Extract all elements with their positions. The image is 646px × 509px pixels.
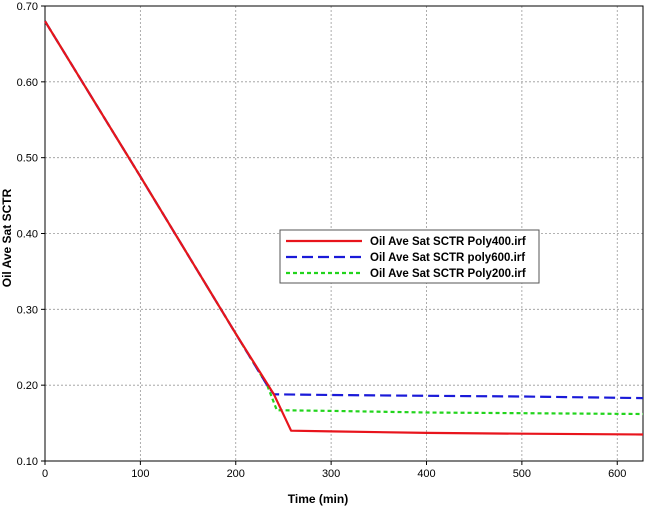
- y-tick-label: 0.50: [17, 153, 38, 165]
- x-tick-label: 600: [608, 468, 626, 480]
- x-tick-label: 0: [42, 468, 48, 480]
- y-tick-label: 0.30: [17, 304, 38, 316]
- legend: Oil Ave Sat SCTR Poly400.irf Oil Ave Sat …: [279, 229, 540, 284]
- x-tick-label: 300: [322, 468, 340, 480]
- x-tick-label: 500: [513, 468, 531, 480]
- x-tick-label: 400: [417, 468, 435, 480]
- y-tick-label: 0.10: [17, 456, 38, 468]
- y-tick-label: 0.40: [17, 229, 38, 241]
- x-tick-label: 200: [227, 468, 245, 480]
- y-tick-label: 0.60: [17, 77, 38, 89]
- y-axis-title: Oil Ave Sat SCTR: [0, 188, 14, 287]
- x-tick-label: 100: [131, 468, 149, 480]
- y-axis: 0.10 0.20 0.30 0.40 0.50 0.60 0.70: [17, 1, 45, 468]
- y-tick-label: 0.20: [17, 380, 38, 392]
- series-layer: [44, 20, 644, 436]
- series-line-3: [44, 20, 644, 416]
- legend-label-1: Oil Ave Sat SCTR Poly400.irf: [370, 236, 526, 248]
- x-axis-title: Time (min): [288, 492, 348, 506]
- y-tick-label: 0.70: [17, 1, 38, 13]
- legend-label-2: Oil Ave Sat SCTR poly600.irf: [370, 252, 525, 264]
- series-line-1: [44, 20, 644, 436]
- x-axis: 0 100 200 300 400 500 600: [42, 461, 626, 480]
- legend-label-3: Oil Ave Sat SCTR Poly200.irf: [370, 268, 526, 280]
